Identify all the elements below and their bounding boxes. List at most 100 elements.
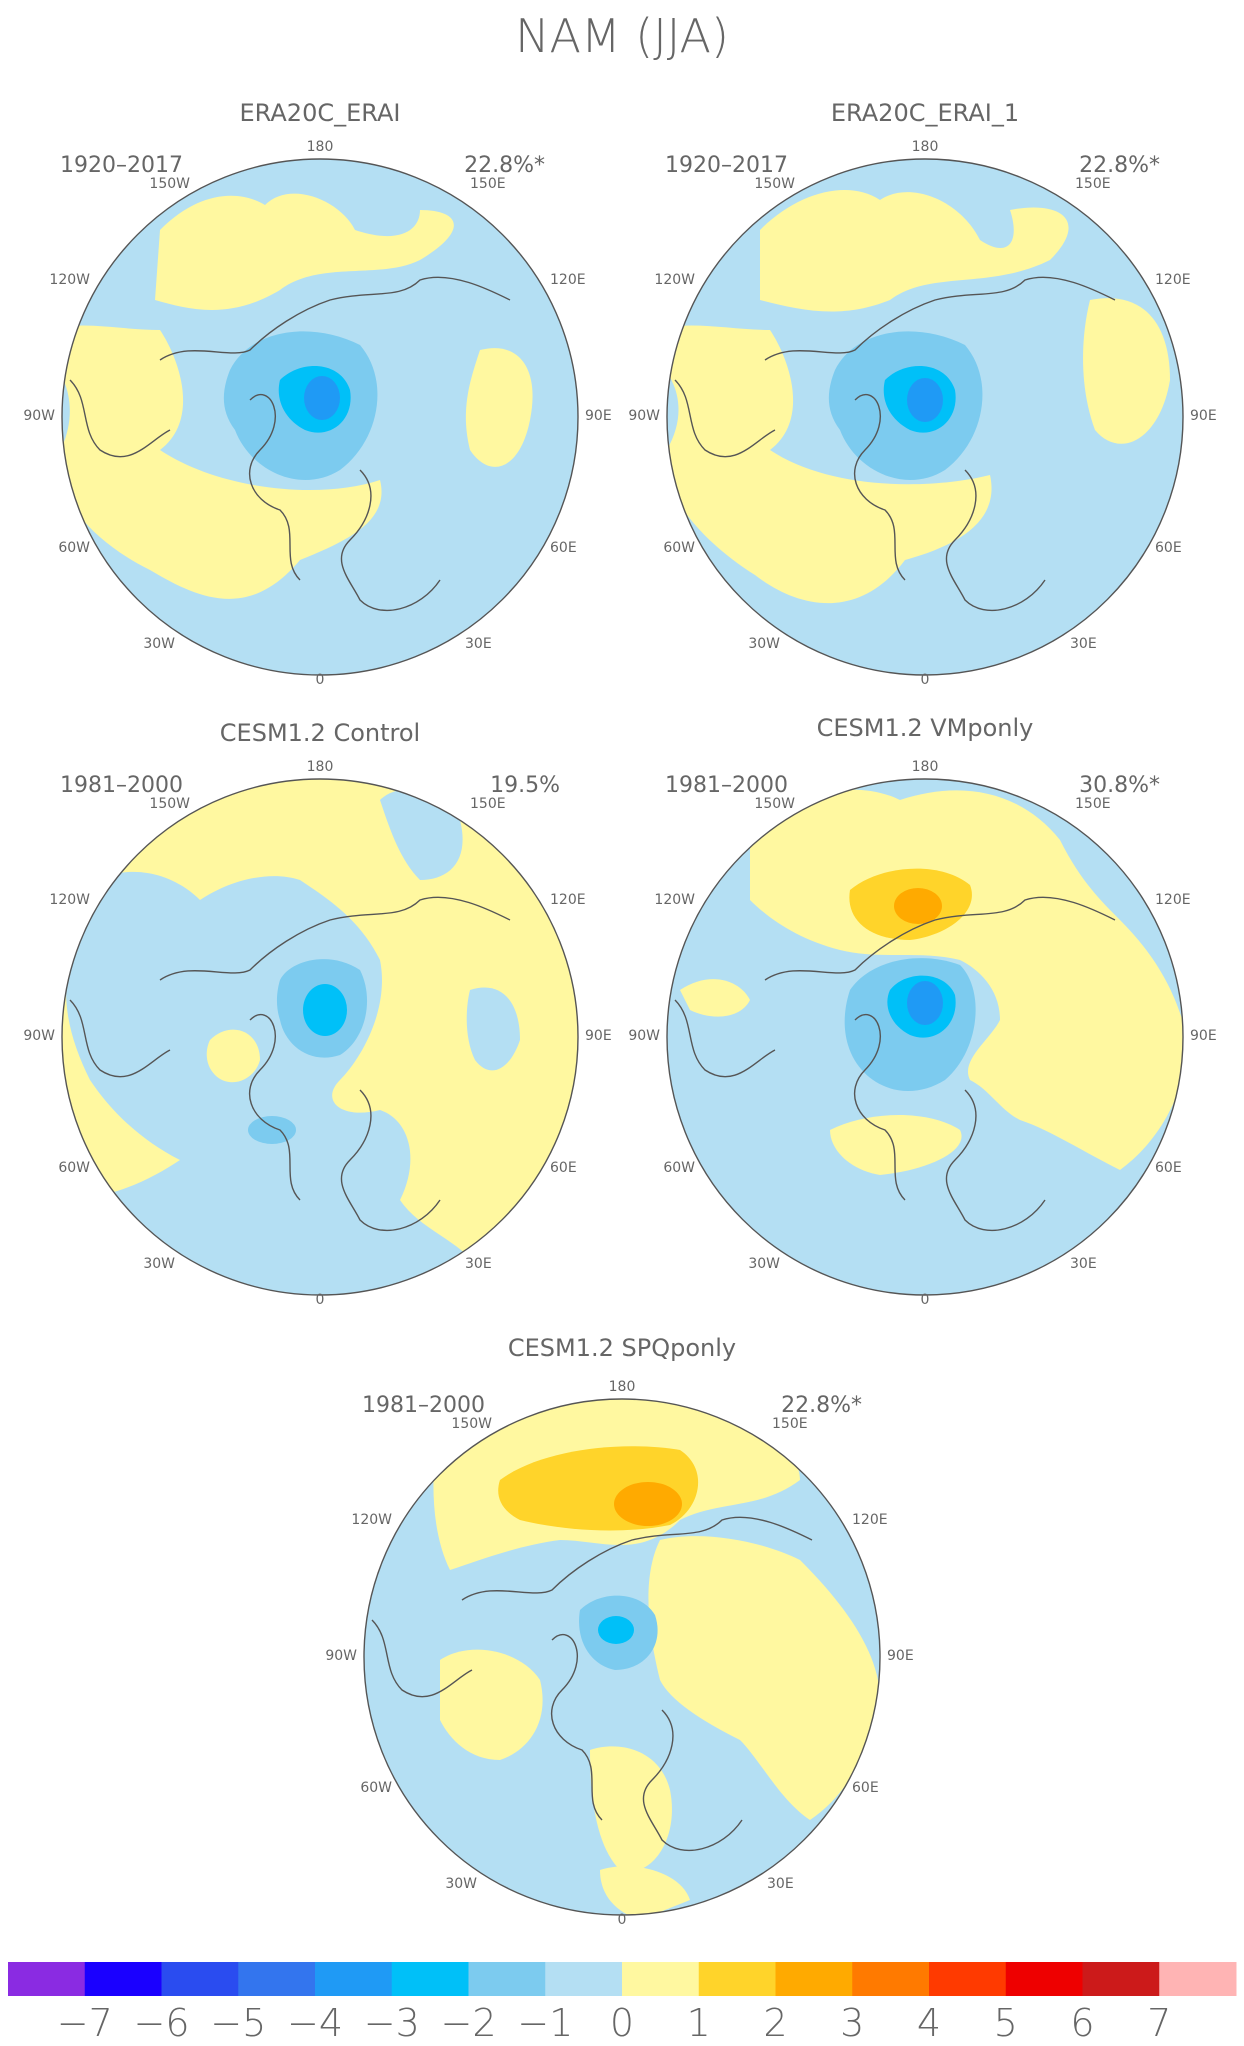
- lon-label: 120W: [351, 1512, 392, 1528]
- lon-label: 90W: [628, 1028, 660, 1044]
- map-field: [667, 159, 1183, 675]
- lon-label: 90W: [628, 408, 660, 424]
- lon-label: 150W: [754, 176, 795, 192]
- map-panel-3: CESM1.2 Control 1981–2000 19.5% 180 150E…: [23, 719, 611, 1308]
- longitude-labels: 180 150E 120E 90E 60E 30E 0 30W 60W 90W …: [628, 139, 1216, 688]
- lon-label: 0: [316, 1292, 325, 1308]
- lon-label: 90W: [325, 1648, 357, 1664]
- colorbar-swatch: [8, 1962, 86, 1996]
- lon-label: 120E: [550, 272, 586, 288]
- map-field: [62, 779, 578, 1295]
- lon-label: 30W: [748, 636, 780, 652]
- lon-label: 30E: [465, 636, 492, 652]
- lon-label: 90E: [585, 1028, 612, 1044]
- lon-label: 150E: [470, 796, 506, 812]
- colorbar-swatch: [929, 1962, 1007, 1996]
- lon-label: 90E: [1190, 408, 1217, 424]
- colorbar-swatch: [775, 1962, 853, 1996]
- coastlines: [674, 276, 1116, 612]
- lon-label: 60E: [550, 1160, 577, 1176]
- lon-label: 180: [912, 139, 939, 155]
- lon-label: 60E: [1155, 540, 1182, 556]
- lon-label: 60W: [58, 540, 90, 556]
- coastlines: [69, 276, 511, 612]
- longitude-labels: 180 150E 120E 90E 60E 30E 0 30W 60W 90W …: [23, 139, 611, 688]
- panel-variance: 22.8%*: [1079, 153, 1160, 178]
- panel-variance: 22.8%*: [781, 1393, 862, 1418]
- map-panel-1: ERA20C_ERAI 1920–2017 22.8%* 180 150E 12…: [23, 99, 611, 688]
- lon-label: 30W: [445, 1876, 477, 1892]
- colorbar-tick-label: −1: [517, 2001, 573, 2045]
- lon-label: 30E: [1070, 1256, 1097, 1272]
- panel-title: ERA20C_ERAI_1: [831, 99, 1019, 127]
- longitude-labels: 180 150E 120E 90E 60E 30E 0 30W 60W 90W …: [23, 759, 611, 1308]
- lon-label: 60W: [58, 1160, 90, 1176]
- lon-label: 60E: [550, 540, 577, 556]
- lon-label: 150E: [1075, 176, 1111, 192]
- lon-label: 150E: [470, 176, 506, 192]
- colorbar-tick-label: 1: [687, 2001, 711, 2045]
- figure-title: NAM (JJA): [515, 9, 729, 63]
- colorbar-tick-label: 5: [994, 2001, 1018, 2045]
- lon-label: 30W: [143, 1256, 175, 1272]
- colorbar-swatch: [852, 1962, 930, 1996]
- panel-variance: 19.5%: [490, 773, 560, 798]
- panel-period: 1981–2000: [665, 773, 788, 798]
- colorbar-tick-label: 7: [1147, 2001, 1171, 2045]
- panel-title: CESM1.2 Control: [220, 719, 420, 747]
- panel-period: 1920–2017: [60, 153, 183, 178]
- colorbar-tick-label: −6: [133, 2001, 189, 2045]
- map-panel-4: CESM1.2 VMponly 1981–2000 30.8%* 180 150…: [628, 714, 1216, 1308]
- lon-label: 30E: [1070, 636, 1097, 652]
- map-field: [667, 779, 1183, 1295]
- lon-label: 30E: [465, 1256, 492, 1272]
- colorbar-swatch: [698, 1962, 776, 1996]
- map-panel-5: CESM1.2 SPQponly 1981–2000 22.8%* 180 15…: [325, 1334, 913, 1928]
- lon-label: 150W: [451, 1416, 492, 1432]
- lon-label: 120W: [654, 892, 695, 908]
- lon-label: 120W: [49, 892, 90, 908]
- panel-title: CESM1.2 SPQponly: [508, 1334, 736, 1362]
- lon-label: 30E: [767, 1876, 794, 1892]
- colorbar-tick-label: 3: [840, 2001, 864, 2045]
- colorbar-swatch: [84, 1962, 162, 1996]
- colorbar-swatch: [238, 1962, 316, 1996]
- lon-label: 60E: [852, 1780, 879, 1796]
- lon-label: 150W: [149, 796, 190, 812]
- lon-label: 0: [921, 1292, 930, 1308]
- colorbar-swatch: [315, 1962, 393, 1996]
- lon-label: 120E: [852, 1512, 888, 1528]
- panel-period: 1981–2000: [60, 773, 183, 798]
- lon-label: 120E: [550, 892, 586, 908]
- colorbar-swatch: [622, 1962, 700, 1996]
- colorbar-tick-label: −2: [440, 2001, 496, 2045]
- lon-label: 0: [618, 1912, 627, 1928]
- panel-title: CESM1.2 VMponly: [817, 714, 1034, 742]
- lon-label: 150W: [754, 796, 795, 812]
- lon-label: 60W: [360, 1780, 392, 1796]
- longitude-labels: 180 150E 120E 90E 60E 30E 0 30W 60W 90W …: [628, 759, 1216, 1308]
- panel-period: 1920–2017: [665, 153, 788, 178]
- lon-label: 120W: [49, 272, 90, 288]
- lon-label: 60W: [663, 1160, 695, 1176]
- map-field: [364, 1399, 880, 1915]
- lon-label: 90E: [1190, 1028, 1217, 1044]
- lon-label: 180: [307, 759, 334, 775]
- lon-label: 90E: [887, 1648, 914, 1664]
- lon-label: 30W: [748, 1256, 780, 1272]
- colorbar-swatch: [468, 1962, 546, 1996]
- lon-label: 0: [316, 672, 325, 688]
- colorbar-tick-label: 4: [917, 2001, 941, 2045]
- lon-label: 180: [912, 759, 939, 775]
- lon-label: 60E: [1155, 1160, 1182, 1176]
- lon-label: 60W: [663, 540, 695, 556]
- lon-label: 90W: [23, 408, 55, 424]
- colorbar-tick-label: 0: [610, 2001, 634, 2045]
- lon-label: 90W: [23, 1028, 55, 1044]
- lon-label: 150E: [1075, 796, 1111, 812]
- colorbar-tick-label: 6: [1070, 2001, 1094, 2045]
- colorbar-tick-label: −4: [287, 2001, 343, 2045]
- coastlines: [69, 896, 511, 1232]
- lon-label: 120W: [654, 272, 695, 288]
